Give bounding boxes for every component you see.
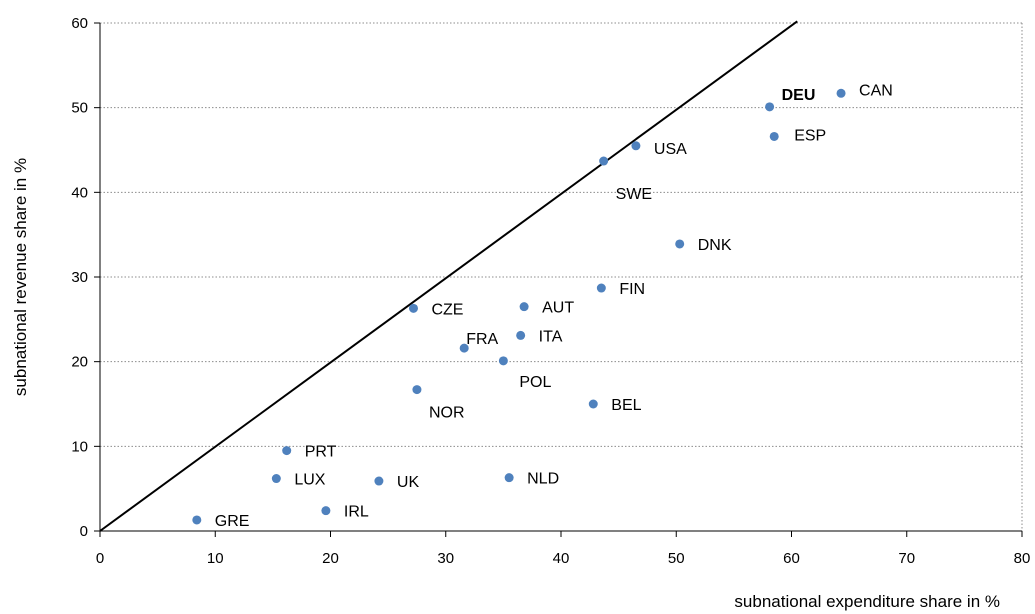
- point-label-swe: SWE: [616, 186, 652, 203]
- data-point-irl: [321, 506, 331, 516]
- y-tick-label: 30: [71, 269, 88, 286]
- data-point-cze: [408, 303, 418, 313]
- point-label-fin: FIN: [619, 281, 645, 298]
- reference-line: [99, 20, 798, 532]
- point-label-can: CAN: [859, 82, 893, 99]
- x-tick-label: 40: [553, 550, 570, 567]
- point-label-deu: DEU: [782, 87, 816, 104]
- x-tick-label: 30: [437, 550, 454, 567]
- point-label-ita: ITA: [539, 328, 563, 345]
- x-tick-label: 80: [1014, 550, 1031, 567]
- data-point-nld: [504, 473, 514, 483]
- y-tick-label: 10: [71, 438, 88, 455]
- data-point-dnk: [675, 239, 685, 249]
- data-point-pol: [498, 356, 508, 366]
- x-tick-label: 0: [96, 550, 104, 567]
- diagonal-reference-line: [99, 20, 798, 532]
- data-point-fra: [459, 343, 469, 353]
- tick-labels: 0 10 20 30 40 50 60 0 10 20 30 40 50 60 70 80: [71, 15, 1030, 567]
- grid-lines: [100, 22, 1023, 531]
- point-label-lux: LUX: [294, 472, 325, 489]
- data-point-swe: [599, 156, 609, 166]
- data-point-deu: [765, 102, 775, 112]
- point-labels: DEU CAN ESP USA SWE DNK FIN CZE AUT ITA FRA POL NOR B…: [215, 82, 893, 530]
- data-points: [192, 88, 846, 525]
- data-point-prt: [282, 446, 292, 456]
- point-label-cze: CZE: [431, 301, 463, 318]
- y-tick-label: 60: [71, 15, 88, 32]
- y-tick-label: 0: [80, 523, 88, 540]
- point-label-gre: GRE: [215, 513, 250, 530]
- point-label-irl: IRL: [344, 504, 369, 521]
- data-point-esp: [769, 131, 779, 141]
- data-point-usa: [631, 141, 641, 151]
- data-point-can: [836, 88, 846, 98]
- axes: [94, 22, 1023, 537]
- point-label-esp: ESP: [794, 127, 826, 144]
- x-tick-label: 50: [668, 550, 685, 567]
- y-tick-label: 20: [71, 354, 88, 371]
- y-tick-label: 50: [71, 100, 88, 117]
- point-label-bel: BEL: [611, 397, 641, 414]
- point-label-nor: NOR: [429, 405, 465, 422]
- point-label-fra: FRA: [466, 331, 498, 348]
- y-tick-label: 40: [71, 184, 88, 201]
- data-point-bel: [588, 399, 598, 409]
- point-label-nld: NLD: [527, 471, 559, 488]
- data-point-ita: [516, 330, 526, 340]
- x-tick-label: 70: [898, 550, 915, 567]
- point-label-prt: PRT: [305, 444, 337, 461]
- data-point-fin: [596, 283, 606, 293]
- y-axis-label: subnational revenue share in %: [11, 158, 30, 396]
- point-label-uk: UK: [397, 474, 420, 491]
- x-tick-label: 60: [783, 550, 800, 567]
- point-label-dnk: DNK: [698, 237, 732, 254]
- x-axis-label: subnational expenditure share in %: [734, 592, 1000, 611]
- data-point-gre: [192, 515, 202, 525]
- data-point-uk: [374, 476, 384, 486]
- x-tick-label: 10: [207, 550, 224, 567]
- data-point-lux: [271, 474, 281, 484]
- data-point-nor: [412, 385, 422, 395]
- data-point-aut: [519, 302, 529, 312]
- point-label-usa: USA: [654, 141, 687, 158]
- point-label-pol: POL: [519, 374, 551, 391]
- point-label-aut: AUT: [542, 300, 574, 317]
- x-tick-label: 20: [322, 550, 339, 567]
